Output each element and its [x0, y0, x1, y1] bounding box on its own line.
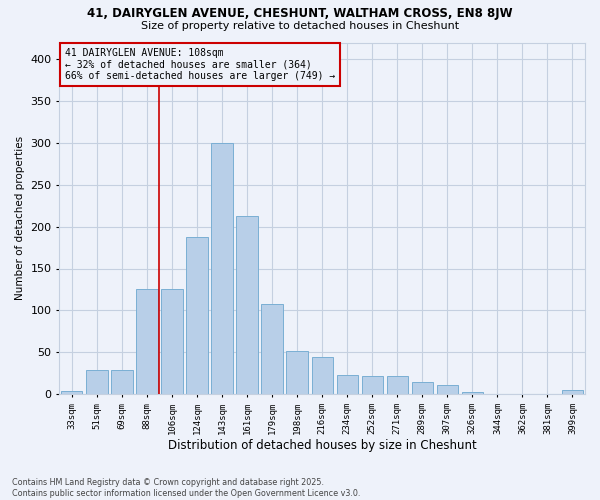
Bar: [286, 350, 308, 394]
Bar: [386, 376, 408, 394]
Bar: [337, 375, 358, 394]
Bar: [211, 143, 233, 394]
X-axis label: Distribution of detached houses by size in Cheshunt: Distribution of detached houses by size …: [168, 440, 476, 452]
Bar: [136, 288, 158, 394]
Bar: [111, 370, 133, 394]
Bar: [187, 236, 208, 394]
Bar: [86, 370, 107, 394]
Text: Size of property relative to detached houses in Cheshunt: Size of property relative to detached ho…: [141, 21, 459, 31]
Bar: [562, 390, 583, 394]
Bar: [311, 357, 333, 394]
Bar: [161, 288, 182, 394]
Bar: [262, 304, 283, 394]
Bar: [236, 216, 258, 394]
Text: 41, DAIRYGLEN AVENUE, CHESHUNT, WALTHAM CROSS, EN8 8JW: 41, DAIRYGLEN AVENUE, CHESHUNT, WALTHAM …: [87, 8, 513, 20]
Text: Contains HM Land Registry data © Crown copyright and database right 2025.
Contai: Contains HM Land Registry data © Crown c…: [12, 478, 361, 498]
Bar: [61, 390, 82, 394]
Bar: [412, 382, 433, 394]
Bar: [362, 376, 383, 394]
Bar: [462, 392, 483, 394]
Y-axis label: Number of detached properties: Number of detached properties: [15, 136, 25, 300]
Text: 41 DAIRYGLEN AVENUE: 108sqm
← 32% of detached houses are smaller (364)
66% of se: 41 DAIRYGLEN AVENUE: 108sqm ← 32% of det…: [65, 48, 335, 81]
Bar: [437, 385, 458, 394]
